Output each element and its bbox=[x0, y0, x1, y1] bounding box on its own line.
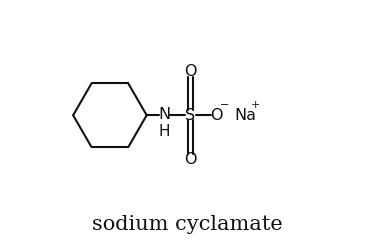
Text: +: + bbox=[251, 100, 260, 110]
Text: sodium cyclamate: sodium cyclamate bbox=[92, 215, 282, 234]
Text: Na: Na bbox=[234, 108, 256, 123]
Text: O: O bbox=[184, 152, 197, 167]
Text: O: O bbox=[211, 108, 223, 123]
Text: −: − bbox=[220, 100, 229, 110]
Text: S: S bbox=[186, 108, 196, 123]
Text: H: H bbox=[159, 124, 170, 139]
Text: O: O bbox=[184, 64, 197, 79]
Text: N: N bbox=[159, 107, 171, 122]
